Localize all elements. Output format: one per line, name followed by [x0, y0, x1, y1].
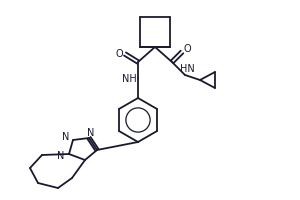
Text: N: N — [57, 151, 65, 161]
Text: HN: HN — [180, 64, 194, 74]
Text: O: O — [115, 49, 123, 59]
Text: O: O — [183, 44, 191, 54]
Text: N: N — [62, 132, 70, 142]
Text: NH: NH — [122, 74, 136, 84]
Text: N: N — [87, 128, 95, 138]
